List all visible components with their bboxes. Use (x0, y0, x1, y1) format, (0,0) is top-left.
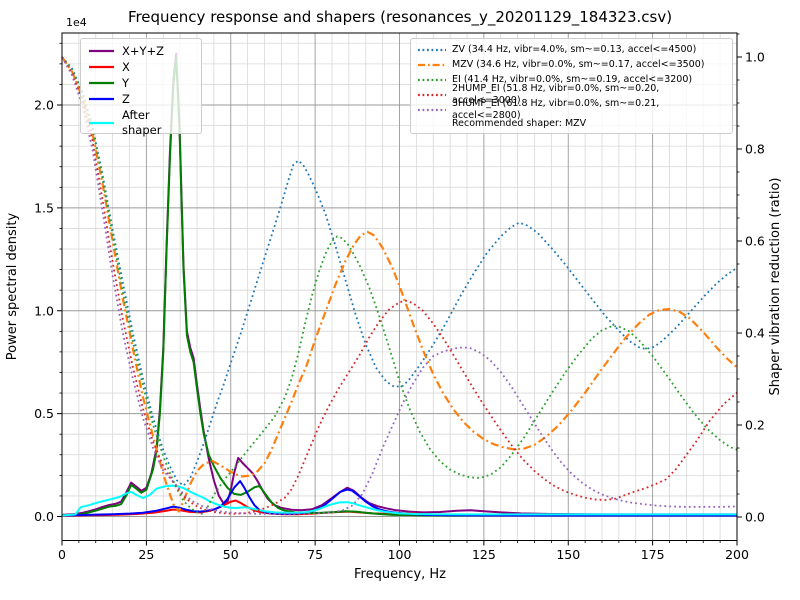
y-left-tick-label: 1.0 (34, 303, 54, 318)
axes-layer: 0 25 50 75 100 125 150 175 200 0.0 0.5 1.0 1.5 2.0 0.0… (34, 32, 765, 562)
legend-swatch-line (418, 93, 446, 96)
y-right-tick-label: 1.0 (745, 50, 765, 65)
legend-psd: X+Y+Z X Y Z After shaper (80, 38, 202, 137)
x-tick-label: 175 (641, 547, 665, 562)
legend-item-label: X+Y+Z (122, 43, 165, 58)
legend-item-label: ZV (34.4 Hz, vibr=4.0%, sm~=0.13, accel<… (452, 44, 697, 56)
legend-item: EI (41.4 Hz, vibr=0.0%, sm~=0.19, accel<… (417, 73, 726, 88)
x-tick-label: 100 (388, 547, 412, 562)
legend-item: 3HUMP_EI (61.8 Hz, vibr=0.0%, sm~=0.21, … (417, 98, 726, 121)
legend-swatch-line (89, 81, 114, 85)
y-left-tick-label: 0.0 (34, 509, 54, 524)
y-right-tick-label: 0.4 (745, 326, 765, 341)
series-after-shaper (61, 484, 737, 517)
legend-item-label: 3HUMP_EI (61.8 Hz, vibr=0.0%, sm~=0.21, … (452, 97, 660, 121)
y-axis-label-left: Power spectral density (5, 212, 20, 360)
x-axis-label: Frequency, Hz (354, 567, 446, 582)
legend-swatch-line (89, 121, 114, 124)
y-left-tick-label: 2.0 (34, 98, 54, 113)
legend-swatch-line (418, 78, 446, 82)
legend-item: X (88, 59, 194, 75)
x-tick-label: 50 (223, 547, 239, 562)
legend-item: Recommended shaper: MZV (417, 117, 726, 132)
legend-item-label: EI (41.4 Hz, vibr=0.0%, sm~=0.19, accel<… (452, 74, 693, 86)
x-tick-label: 25 (138, 547, 154, 562)
legend-shapers: ZV (34.4 Hz, vibr=4.0%, sm~=0.13, accel<… (410, 38, 733, 134)
curves-layer (61, 52, 738, 517)
legend-item-label: Z (122, 91, 130, 106)
y-left-tick-label: 1.5 (34, 200, 54, 215)
series-2hump-ei (61, 56, 738, 515)
legend-item: 2HUMP_EI (51.8 Hz, vibr=0.0%, sm~=0.20, … (417, 83, 726, 106)
x-tick-label: 0 (58, 547, 66, 562)
y-right-tick-label: 0.2 (745, 418, 765, 433)
legend-item-label: MZV (34.6 Hz, vibr=0.0%, sm~=0.17, accel… (452, 59, 705, 71)
y-axis-label-right: Shaper vibration reduction (ratio) (768, 178, 783, 396)
legend-item-label: Y (122, 75, 130, 90)
legend-swatch-line (89, 65, 114, 69)
x-tick-label: 150 (556, 547, 580, 562)
x-tick-label: 200 (725, 547, 749, 562)
chart-title: Frequency response and shapers (resonanc… (128, 8, 672, 27)
legend-swatch-line (418, 49, 446, 52)
legend-swatch-line (418, 64, 446, 67)
legend-item: Y (88, 75, 194, 91)
legend-item: ZV (34.4 Hz, vibr=4.0%, sm~=0.13, accel<… (417, 43, 726, 58)
series-ei (61, 56, 738, 515)
x-tick-label: 75 (307, 547, 323, 562)
legend-item: After shaper (88, 107, 194, 138)
legend-item: Z (88, 91, 194, 107)
legend-swatch-line (89, 49, 114, 53)
legend-item: X+Y+Z (88, 43, 194, 59)
legend-item-label: X (122, 59, 130, 74)
y-axis-offset-text: 1e4 (66, 16, 87, 29)
x-tick-label: 125 (472, 547, 496, 562)
y-right-tick-label: 0.0 (745, 510, 765, 525)
legend-item-label: 2HUMP_EI (51.8 Hz, vibr=0.0%, sm~=0.20, … (452, 82, 660, 106)
legend-item-label: After shaper (122, 108, 162, 137)
legend-item-label: Recommended shaper: MZV (452, 118, 587, 130)
series-mzv (61, 56, 738, 513)
legend-swatch-line (418, 108, 446, 111)
legend-swatch-line (89, 97, 114, 101)
legend-item: MZV (34.6 Hz, vibr=0.0%, sm~=0.17, accel… (417, 58, 726, 73)
y-left-tick-label: 0.5 (34, 406, 54, 421)
y-right-tick-label: 0.8 (745, 142, 765, 157)
y-right-tick-label: 0.6 (745, 234, 765, 249)
